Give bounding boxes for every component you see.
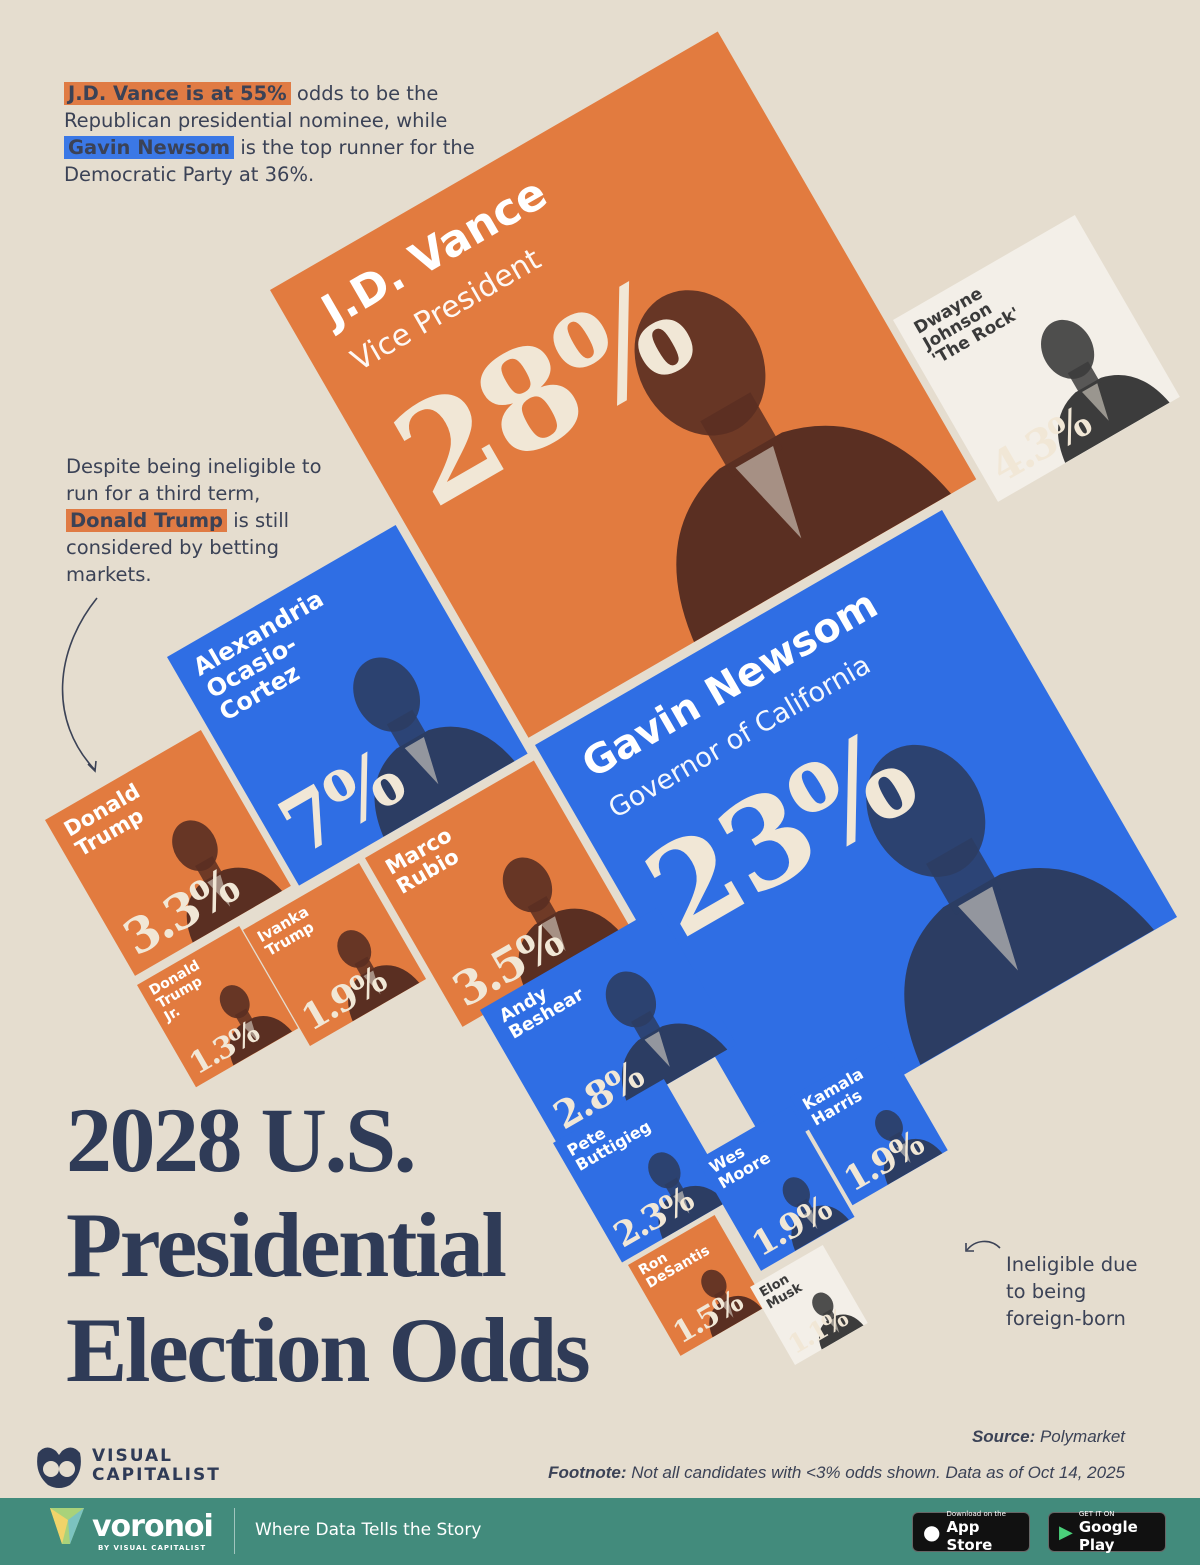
- app-store-button[interactable]: ● Download on the App Store: [912, 1510, 1030, 1554]
- voronoi-logo[interactable]: voronoi BY VISUAL CAPITALIST: [48, 1506, 214, 1552]
- footnote-line: Footnote: Not all candidates with <3% od…: [548, 1463, 1125, 1482]
- apple-icon: ●: [923, 1520, 941, 1544]
- candidate-photo: [502, 858, 622, 991]
- footer-bar: voronoi BY VISUAL CAPITALIST Where Data …: [0, 1498, 1200, 1565]
- google-play-button[interactable]: ▶ GET IT ON Google Play: [1048, 1510, 1166, 1554]
- footer-divider: [234, 1508, 235, 1554]
- tile-donald-trump: Donald Trump 3.3%: [45, 730, 291, 976]
- visual-capitalist-logo-icon: [37, 1447, 81, 1488]
- musk-annotation: Ineligible due to being foreign-born: [1006, 1253, 1138, 1330]
- newsom-highlight: Gavin Newsom: [64, 136, 235, 159]
- candidate-photo: [337, 930, 420, 1022]
- tile-ron-desantis: Ron DeSantis 1.5%: [628, 1215, 768, 1356]
- tile-ivanka-trump: Ivanka Trump 1.9%: [243, 863, 427, 1047]
- musk-arrow-icon: [966, 1240, 1001, 1251]
- tile-gavin-newsom: Gavin Newsom Governor of California 23%: [535, 510, 1178, 1153]
- intro-annotation: J.D. Vance is at 55% odds to be the Repu…: [64, 82, 475, 186]
- tagline: Where Data Tells the Story: [255, 1520, 482, 1540]
- voronoi-logo-icon: [50, 1508, 84, 1544]
- candidate-photo: [866, 745, 1155, 1066]
- visual-capitalist-logo: VISUAL CAPITALIST: [34, 1443, 221, 1489]
- candidate-photo: [1041, 320, 1170, 464]
- candidate-photo: [634, 290, 952, 643]
- tile-donald-trump-jr: Donald Trump Jr. 1.3%: [137, 926, 299, 1088]
- tile-elon-musk: Elon Musk 1.1%: [750, 1245, 868, 1365]
- tile-wes-moore: Wes Moore 1.9%: [697, 1106, 855, 1271]
- candidate-photo: [171, 820, 283, 943]
- candidate-photo: [812, 1292, 864, 1350]
- trump-annotation: Despite being ineligible to run for a th…: [66, 455, 322, 586]
- tile-dwayne-johnson-the-rock: Dwayne Johnson 'The Rock' 4.3%: [893, 215, 1180, 502]
- candidate-photo: [701, 1269, 763, 1338]
- chart-title: 2028 U.S. Presidential Election Odds: [66, 1089, 591, 1401]
- tile-andy-beshear: Andy Beshear 2.8%: [480, 907, 737, 1147]
- tile-j-d-vance: J.D. Vance Vice President 28%: [270, 31, 977, 738]
- candidate-photo: [648, 1151, 727, 1239]
- vance-highlight: J.D. Vance is at 55%: [64, 82, 291, 105]
- candidate-photo: [605, 971, 727, 1107]
- candidate-photo: [220, 985, 293, 1066]
- candidate-photo: [783, 1177, 850, 1251]
- trump-highlight: Donald Trump: [66, 509, 227, 532]
- google-play-icon: ▶: [1059, 1521, 1073, 1543]
- trump-arrow-icon: [61, 597, 98, 771]
- tile-pete-buttigieg: Pete Buttigieg 2.3%: [553, 1079, 733, 1263]
- candidate-photo: [353, 657, 515, 837]
- source-line: Source: Polymarket: [971, 1427, 1125, 1446]
- tile-kamala-harris: Kamala Harris 1.9%: [790, 1042, 948, 1206]
- candidate-photo: [875, 1110, 943, 1185]
- tile-marco-rubio: Marco Rubio 3.5%: [365, 760, 632, 1027]
- tile-alexandria-ocasio-cortez: Alexandria Ocasio-Cortez 7%: [167, 525, 528, 886]
